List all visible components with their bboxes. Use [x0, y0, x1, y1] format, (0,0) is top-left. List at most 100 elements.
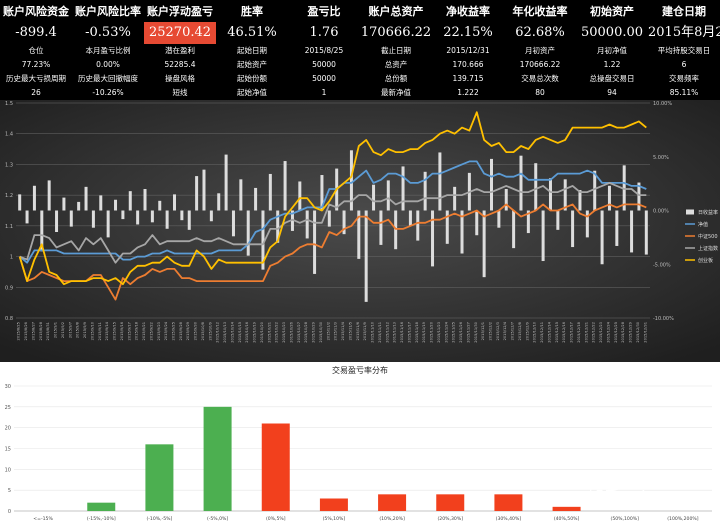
x-tick-label: 2015/12/25 — [614, 322, 618, 343]
x-tick-label: 2015/10/23 — [282, 322, 286, 343]
y-tick-label-left: 0.9 — [5, 285, 13, 291]
x-tick-label: 2015/11/2 — [326, 322, 330, 340]
x-tick-label: 2015/9/1 — [54, 322, 58, 338]
legend-swatch — [686, 209, 694, 215]
x-tick-label: 2015/11/10 — [371, 321, 375, 342]
daily-return-bar — [91, 210, 95, 228]
x-tick-label: 2015/12/18 — [577, 321, 581, 342]
stat-cell: 短线 — [172, 88, 188, 97]
daily-return-bar — [165, 210, 169, 229]
daily-return-bar — [173, 194, 176, 211]
daily-return-bar — [143, 189, 147, 211]
legend-label: 日收益率 — [698, 209, 718, 216]
x-tick-label: 2015/10/8 — [201, 321, 205, 340]
stat-cell: 总操盘交易日 — [589, 74, 635, 83]
daily-return-bar — [637, 182, 641, 211]
daily-return-bar — [416, 210, 420, 241]
daily-return-bar — [622, 165, 626, 211]
daily-return-bar — [438, 152, 442, 211]
x-tick-label: 2015/12/24 — [607, 321, 611, 342]
x-tick-label: 2015/9/17 — [127, 322, 131, 340]
y-tick-label: 15 — [5, 447, 11, 453]
daily-return-bar — [32, 185, 36, 211]
stat-value: 170666.22 — [360, 25, 432, 40]
x-tick-label: 2015/9/7 — [68, 322, 72, 338]
daily-return-bar — [512, 210, 516, 249]
stat-cell: 本月盈亏比例 — [85, 46, 131, 55]
y-tick-label: 20 — [5, 426, 11, 432]
x-tick-label: 2015/12/14 — [548, 321, 552, 342]
equity-curve-chart: 0.8 0.9 1 1.1 1.2 1.3 1.4 1.5 10.00% 5.00% 0.00% -5… — [0, 100, 720, 362]
daily-return-bar — [276, 210, 280, 243]
daily-return-bar — [526, 210, 530, 234]
y-tick-label-left: 1.4 — [5, 132, 13, 138]
distribution-bar — [261, 423, 290, 511]
x-tick-label: 2015/9/16 — [120, 321, 124, 340]
stat-cell: 77.23% — [21, 60, 51, 69]
x-tick-label: 2015/12/31 — [643, 322, 647, 343]
daily-return-bar — [593, 170, 597, 211]
y-tick-label-left: 1.5 — [5, 101, 13, 107]
daily-return-bar — [209, 210, 213, 222]
x-tick-label: 2015/10/22 — [275, 322, 279, 343]
stat-cell: 操盘风格 — [165, 74, 195, 83]
stat-cell: 起始净值 — [237, 88, 267, 97]
stat-cell: 月初净值 — [597, 46, 627, 55]
daily-return-bar — [394, 210, 398, 250]
x-tick-label: 2015/8/26 — [24, 321, 28, 340]
x-tick-label: 2015/12/22 — [592, 322, 596, 343]
stat-value: 22.15% — [443, 25, 493, 40]
stat-cell: 139.715 — [452, 74, 484, 83]
stat-label: 年化收益率 — [512, 5, 568, 18]
daily-return-bar — [224, 154, 228, 211]
stat-label: 账户风险比率 — [75, 5, 141, 18]
x-tick-label: 2015/12/21 — [584, 322, 588, 343]
daily-return-bar — [298, 181, 302, 211]
daily-return-bar — [246, 210, 250, 256]
x-tick-label: 2015/11/26 — [459, 321, 463, 342]
y-tick-label-right: 0.00% — [653, 209, 669, 215]
distribution-bar — [319, 498, 348, 511]
daily-return-bar — [460, 210, 464, 254]
x-tick-label: 2015/10/21 — [267, 322, 271, 343]
stat-cell: 月初资产 — [525, 46, 555, 55]
series-line — [19, 160, 647, 264]
x-tick-label: 2015/11/16 — [400, 321, 404, 342]
x-tick-label: 2015/10/13 — [223, 322, 227, 343]
x-tick-label: 2015/9/28 — [179, 321, 183, 340]
stat-label: 胜率 — [241, 5, 263, 18]
x-tick-label: 2015/9/25 — [172, 322, 176, 340]
daily-return-bar — [40, 210, 44, 252]
x-tick-label: 2015/12/17 — [570, 322, 574, 343]
daily-return-bar — [254, 187, 258, 211]
distribution-bar — [552, 506, 581, 511]
stat-cell: 总份额 — [384, 74, 408, 83]
x-tick-label: 2015/8/31 — [46, 322, 50, 340]
x-tick-label: 2015/10/15 — [238, 322, 242, 343]
x-tick-label: 2015/10/16 — [245, 321, 249, 342]
daily-return-bar — [571, 210, 575, 248]
daily-return-bar — [453, 186, 457, 211]
x-tick-label: (30%,40%] — [496, 516, 522, 522]
daily-return-bar — [18, 194, 22, 211]
x-tick-label: (50%,100%] — [611, 516, 640, 522]
y-tick-label: 25 — [5, 405, 11, 411]
daily-return-bar — [357, 210, 361, 259]
daily-return-bar — [482, 210, 486, 278]
stat-cell: 1.22 — [603, 60, 621, 69]
stat-label: 账户浮动盈亏 — [147, 5, 213, 18]
legend-label: 上证指数 — [698, 245, 718, 252]
daily-return-bar — [585, 210, 589, 238]
daily-return-bar — [25, 210, 29, 224]
stat-cell: 1 — [321, 88, 327, 97]
daily-return-bar — [320, 175, 324, 211]
x-tick-label: 2015/12/28 — [621, 321, 625, 342]
x-tick-label: 2015/9/2 — [61, 322, 65, 338]
daily-return-bar — [239, 179, 243, 211]
x-tick-label: (100%,200%] — [667, 516, 699, 522]
x-tick-label: 2015/9/18 — [135, 321, 139, 340]
x-tick-label: 2015/10/30 — [319, 321, 323, 342]
daily-return-bar — [342, 210, 346, 235]
x-tick-label: 2015/11/27 — [466, 322, 470, 343]
distribution-bar — [436, 494, 465, 511]
